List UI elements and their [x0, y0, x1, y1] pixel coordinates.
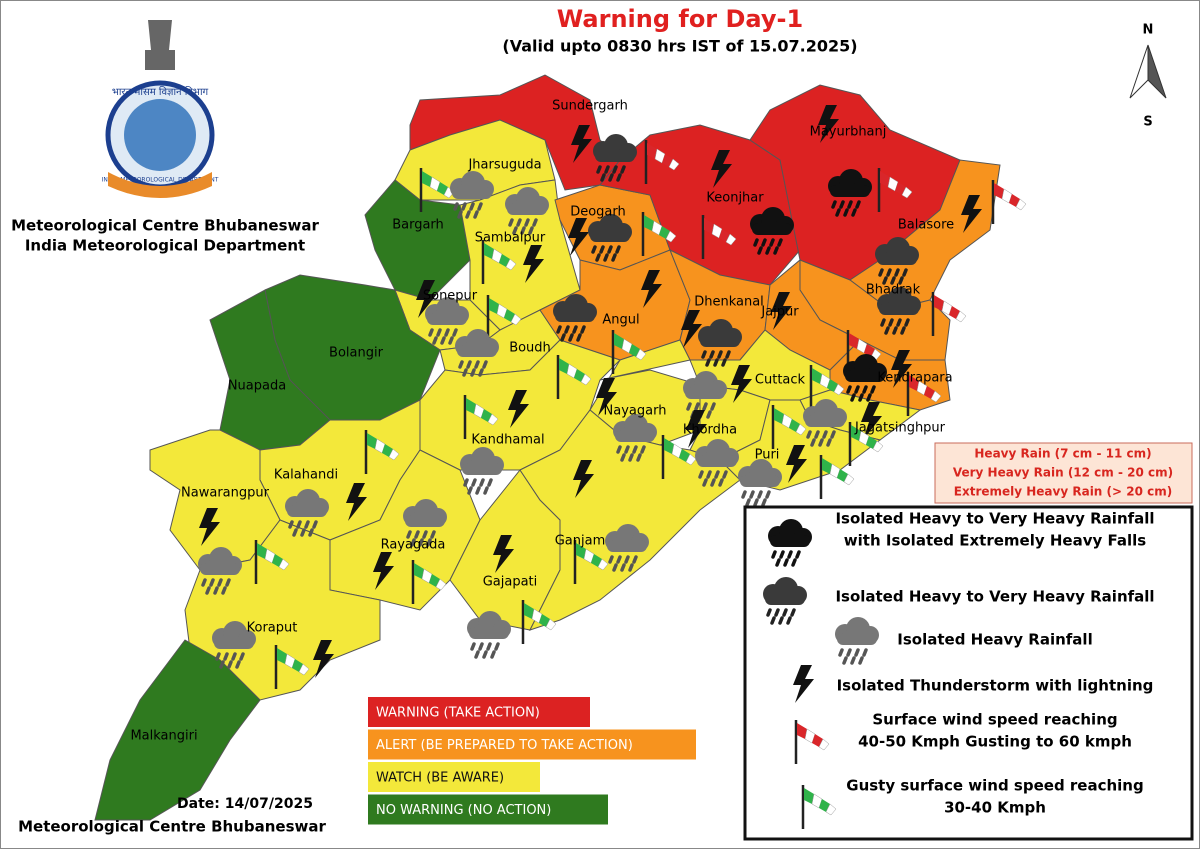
logo-center	[124, 99, 196, 171]
district-label: Sundergarh	[552, 99, 628, 114]
warning-label: NO WARNING (NO ACTION)	[376, 803, 551, 818]
warning-label: WATCH (BE AWARE)	[376, 771, 504, 786]
org-line2: India Meteorological Department	[25, 237, 305, 255]
legend-text: Surface wind speed reaching	[872, 711, 1117, 729]
subtitle: (Valid upto 0830 hrs IST of 15.07.2025)	[502, 37, 857, 56]
rainfall-box	[934, 442, 1193, 504]
icon-legend-box	[743, 505, 1194, 841]
title: Warning for Day-1	[557, 5, 803, 33]
south-label: S	[1143, 115, 1152, 130]
warning-swatch	[368, 697, 590, 727]
rainfall-item: Heavy Rain (7 cm - 11 cm)	[974, 447, 1151, 461]
district-label: Puri	[755, 448, 780, 463]
district-label: Bargarh	[392, 218, 444, 233]
legend-text: Isolated Thunderstorm with lightning	[837, 677, 1154, 695]
district-label: Ganjam	[555, 534, 606, 549]
logo-hindi: भारत मौसम विज्ञान विभाग	[112, 86, 209, 98]
footer-org: Meteorological Centre Bhubaneswar	[18, 818, 326, 836]
district-label: Boudh	[509, 341, 551, 356]
district-label: Koraput	[247, 621, 298, 636]
north-label: N	[1143, 23, 1154, 38]
district-label: Rayagada	[381, 538, 446, 553]
district-label: Kalahandi	[274, 468, 338, 483]
district-label: Deogarh	[570, 205, 626, 220]
district-label: Malkangiri	[130, 729, 197, 744]
warning-label: WARNING (TAKE ACTION)	[376, 706, 540, 721]
district-area	[94, 639, 261, 821]
rainfall-item: Extremely Heavy Rain (> 20 cm)	[954, 485, 1172, 499]
district-label: Keonjhar	[706, 191, 764, 206]
logo: भारत मौसम विज्ञान विभाग INDIA METEOROLOG…	[102, 20, 219, 198]
warning-legend: WARNING (TAKE ACTION) ALERT (BE PREPARED …	[368, 697, 696, 825]
district-label: Angul	[602, 313, 639, 328]
legend-text: Isolated Heavy Rainfall	[897, 631, 1092, 649]
rainfall-item: Very Heavy Rain (12 cm - 20 cm)	[953, 466, 1173, 480]
district-label: Sonepur	[423, 289, 478, 304]
district-label: Kendrapara	[877, 371, 952, 386]
logo-english: INDIA METEOROLOGICAL DEPARTMENT	[102, 177, 219, 184]
district-label: Cuttack	[755, 373, 806, 388]
warning-label: ALERT (BE PREPARED TO TAKE ACTION)	[376, 738, 633, 753]
district-label: Bhadrak	[866, 283, 921, 298]
legend-text: Isolated Heavy to Very Heavy Rainfall	[835, 510, 1154, 528]
district-label: Nawarangpur	[181, 486, 270, 501]
district-label: Kandhamal	[471, 433, 544, 448]
district-label: Dhenkanal	[694, 295, 764, 310]
legend-text: with Isolated Extremely Heavy Falls	[844, 532, 1146, 550]
warning-swatch	[368, 762, 540, 792]
warning-swatch	[368, 729, 696, 760]
logo-ribbon	[108, 172, 212, 198]
district-label: Bolangir	[329, 346, 384, 361]
district-label: Balasore	[898, 218, 954, 233]
district-label: Jajpur	[760, 305, 799, 320]
compass-arrow	[1147, 44, 1167, 99]
district-label: Khordha	[683, 423, 737, 438]
district-label: Jagatsinghpur	[854, 421, 946, 436]
emblem	[145, 20, 175, 70]
legend-text: Gusty surface wind speed reaching	[846, 777, 1143, 795]
district-label: Sambalpur	[475, 231, 546, 246]
warning-swatch	[368, 794, 608, 825]
district-labels: Sundergarh Jharsuguda Bargarh Sambalpur Deog…	[130, 99, 954, 744]
legend-text: Isolated Heavy to Very Heavy Rainfall	[835, 588, 1154, 606]
district-label: Nayagarh	[604, 404, 667, 419]
legend-text: 30-40 Kmph	[944, 799, 1046, 817]
rainfall-scale: Heavy Rain (7 cm - 11 cm) Very Heavy Rai…	[934, 442, 1193, 504]
district-label: Gajapati	[483, 575, 538, 590]
district-label: Jharsuguda	[467, 158, 541, 173]
org-line1: Meteorological Centre Bhubaneswar	[11, 217, 319, 235]
compass: N S	[1129, 23, 1167, 130]
date: Date: 14/07/2025	[177, 796, 313, 812]
icon-legend: Isolated Heavy to Very Heavy Rainfall wit…	[763, 510, 1155, 831]
district-label: Mayurbhanj	[810, 125, 887, 140]
district-label: Nuapada	[228, 379, 286, 394]
legend-text: 40-50 Kmph Gusting to 60 kmph	[858, 733, 1132, 751]
